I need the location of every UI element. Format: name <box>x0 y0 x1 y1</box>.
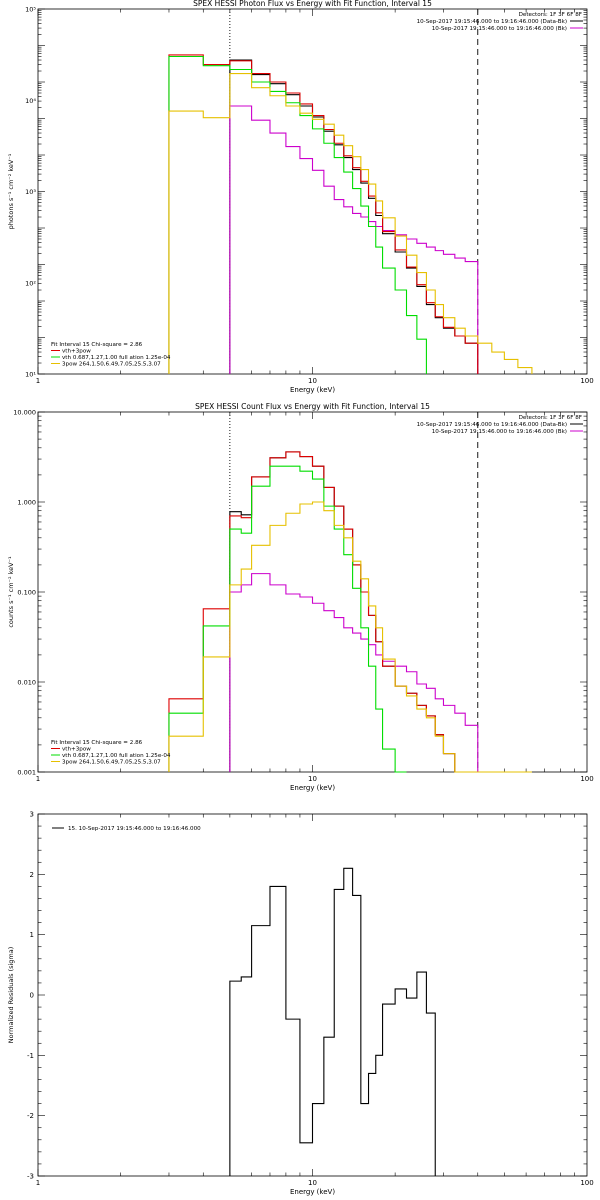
series-background <box>229 105 479 374</box>
photon-flux-chart: SPEX HESSI Photon Flux vs Energy with Fi… <box>7 0 594 394</box>
chart-title: SPEX HESSI Photon Flux vs Energy with Fi… <box>193 0 432 8</box>
x-axis-label: Energy (keV) <box>290 386 335 394</box>
chart-title: SPEX HESSI Count Flux vs Energy with Fit… <box>195 402 430 411</box>
legend-bottom-entry: 3pow 264,1.50,6.49,7.05,25.5,3.07 <box>62 362 161 368</box>
x-tick-label: 10 <box>308 1179 317 1187</box>
x-tick-label: 100 <box>580 377 593 385</box>
fit-interval-label: Fit Interval 15 Chi-square = 2.86 <box>51 740 143 746</box>
legend-bottom-entry: vth 0.687,1.27,1.00 full ation 1.25e-04 <box>62 753 171 759</box>
y-tick-label: -2 <box>27 1112 34 1120</box>
y-tick-label: 0.100 <box>17 589 36 597</box>
legend-bottom-entry: vth+3pow <box>62 747 91 753</box>
y-tick-label: 0.001 <box>17 769 36 777</box>
count-flux-chart: SPEX HESSI Count Flux vs Energy with Fit… <box>7 402 594 792</box>
y-tick-label: 10⁵ <box>25 6 36 14</box>
x-axis-label: Energy (keV) <box>290 1188 335 1196</box>
y-tick-label: 3 <box>30 811 34 819</box>
detectors-label: Detectors: 1F 3F 6F 8F <box>519 12 582 18</box>
y-tick-label: 10³ <box>25 188 36 196</box>
detectors-label: Detectors: 1F 3F 6F 8F <box>519 415 582 421</box>
x-tick-label: 10 <box>308 377 317 385</box>
y-tick-label: 10.000 <box>13 409 36 417</box>
series-power-law <box>168 501 532 773</box>
series-background <box>229 573 479 772</box>
y-tick-label: 0.010 <box>17 679 36 687</box>
x-axis-label: Energy (keV) <box>290 784 335 792</box>
legend-top-entry: 15. 10-Sep-2017 19:15:46.000 to 19:16:46… <box>68 826 201 832</box>
legend-bottom-entry: vth 0.687,1.27,1.00 full ation 1.25e-04 <box>62 355 171 361</box>
y-tick-label: 10¹ <box>25 371 36 379</box>
y-axis-label: counts s⁻¹ cm⁻² keV⁻¹ <box>7 556 15 628</box>
legend-top-entry: 10-Sep-2017 19:15:46.000 to 19:16:46.000… <box>432 26 567 32</box>
legend-top-entry: 10-Sep-2017 19:15:46.000 to 19:16:46.000… <box>417 422 567 428</box>
plot-frame <box>37 8 588 375</box>
fit-interval-label: Fit Interval 15 Chi-square = 2.86 <box>51 342 143 348</box>
series-power-law <box>168 73 533 374</box>
y-tick-label: -3 <box>27 1173 34 1181</box>
series-data <box>229 59 479 374</box>
legend-top-entry: 10-Sep-2017 19:15:46.000 to 19:16:46.000… <box>432 429 567 435</box>
y-tick-label: -1 <box>27 1052 34 1060</box>
legend-bottom-entry: vth+3pow <box>62 349 91 355</box>
y-axis-label: photons s⁻¹ cm⁻² keV⁻¹ <box>7 153 15 229</box>
legend-top-entry: 10-Sep-2017 19:15:46.000 to 19:16:46.000… <box>417 19 567 25</box>
y-tick-label: 1.000 <box>17 499 36 507</box>
legend-bottom-entry: 3pow 264,1.50,6.49,7.05,25.5,3.07 <box>62 760 161 766</box>
x-tick-label: 100 <box>580 775 593 783</box>
series-thermal <box>168 55 427 374</box>
x-tick-label: 1 <box>36 1179 40 1187</box>
x-tick-label: 1 <box>36 377 40 385</box>
y-tick-label: 2 <box>30 871 34 879</box>
x-tick-label: 1 <box>36 775 40 783</box>
series-total-fit <box>168 54 479 374</box>
x-tick-label: 10 <box>308 775 317 783</box>
series-data <box>229 451 478 773</box>
y-tick-label: 10² <box>25 279 36 287</box>
y-tick-label: 10⁴ <box>25 97 36 105</box>
x-tick-label: 100 <box>580 1179 593 1187</box>
y-axis-label: Normalized Residuals (sigma) <box>7 947 15 1044</box>
y-tick-label: 0 <box>30 992 34 1000</box>
y-tick-label: 1 <box>30 931 34 939</box>
series-residuals <box>229 867 436 1176</box>
series-thermal <box>168 465 407 773</box>
